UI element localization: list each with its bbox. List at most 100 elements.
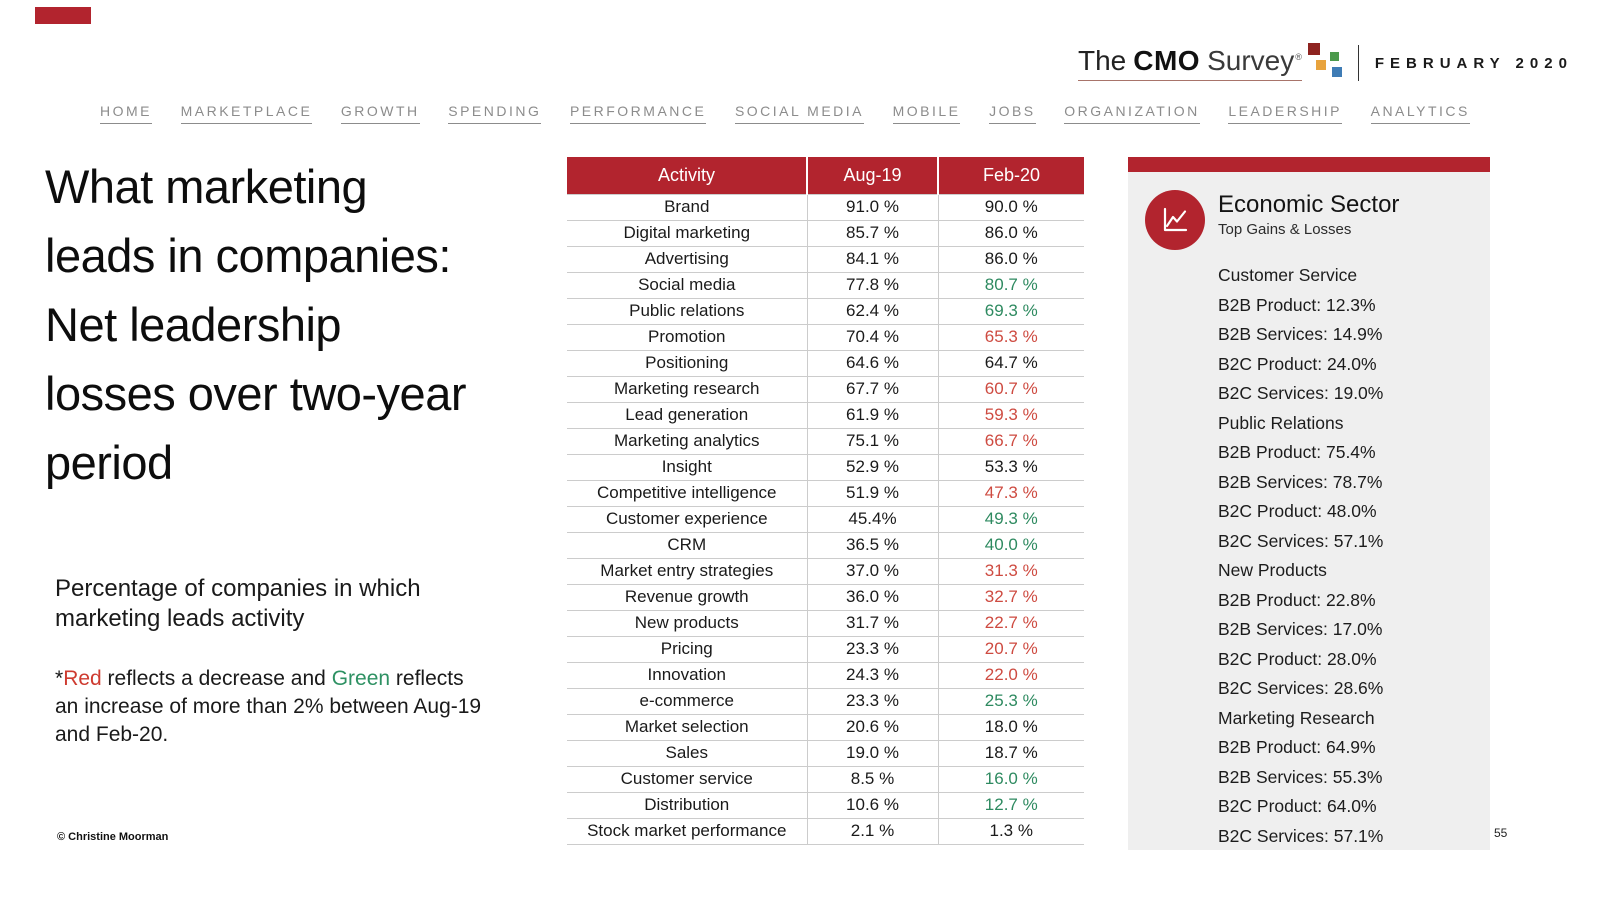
activity-cell: Promotion <box>567 323 807 350</box>
activity-cell: Customer service <box>567 765 807 792</box>
registered-mark: ® <box>1295 51 1302 62</box>
panel-title: Economic Sector <box>1218 191 1400 218</box>
activity-cell: Sales <box>567 739 807 766</box>
logo-square <box>1331 67 1342 77</box>
sector-stat: B2C Product: 48.0% <box>1218 501 1377 521</box>
sector-group-name: Customer Service <box>1218 265 1358 285</box>
table-row: Market entry strategies 37.0 % 31.3 % <box>567 557 1084 584</box>
activity-cell: Market entry strategies <box>567 557 807 584</box>
table-row: Marketing analytics 75.1 % 66.7 % <box>567 427 1084 454</box>
note-red-word: Red <box>63 667 102 690</box>
table-row: Insight 52.9 % 53.3 % <box>567 453 1084 480</box>
activity-cell: Brand <box>567 193 807 220</box>
logo-word-cmo: CMO <box>1133 45 1201 76</box>
feb20-cell: 69.3 % <box>937 297 1084 324</box>
aug19-cell: 91.0 % <box>806 193 938 220</box>
economic-sector-panel: Economic Sector Top Gains & Losses Custo… <box>1128 157 1490 850</box>
aug19-cell: 61.9 % <box>806 401 938 428</box>
nav-link-performance[interactable]: PERFORMANCE <box>569 103 707 124</box>
panel-subtitle: Top Gains & Losses <box>1218 221 1352 238</box>
aug19-cell: 24.3 % <box>806 661 938 688</box>
sector-stat: B2B Product: 22.8% <box>1218 589 1376 610</box>
feb20-cell: 49.3 % <box>937 505 1084 532</box>
aug19-cell: 64.6 % <box>806 349 938 376</box>
header-activity: Activity <box>567 157 807 194</box>
table-row: Market selection 20.6 % 18.0 % <box>567 713 1084 740</box>
table-row: Sales 19.0 % 18.7 % <box>567 739 1084 766</box>
logo-square <box>1307 43 1320 55</box>
table-row: Revenue growth 36.0 % 32.7 % <box>567 583 1084 610</box>
activity-cell: Stock market performance <box>567 817 807 845</box>
cmo-survey-logo: The CMO Survey® FEBRUARY 2020 <box>1078 42 1573 84</box>
aug19-cell: 75.1 % <box>806 427 938 454</box>
sector-stat: B2B Services: 14.9% <box>1218 324 1383 344</box>
sector-stat: B2B Product: 75.4% <box>1218 442 1376 462</box>
feb20-cell: 1.3 % <box>937 817 1084 845</box>
feb20-cell: 90.0 % <box>937 193 1084 220</box>
sector-stat: B2B Services: 55.3% <box>1218 766 1383 787</box>
aug19-cell: 77.8 % <box>806 271 938 298</box>
activity-table-body: Brand 91.0 % 90.0 % Digital marketing 85.7 %… <box>567 193 1084 845</box>
nav-link-spending[interactable]: SPENDING <box>448 103 542 124</box>
header-feb20: Feb-20 <box>937 157 1084 194</box>
table-row: Public relations 62.4 % 69.3 % <box>567 297 1084 324</box>
edition-date: FEBRUARY 2020 <box>1374 54 1573 72</box>
activity-cell: Social media <box>567 271 807 298</box>
table-row: Digital marketing 85.7 % 86.0 % <box>567 219 1084 246</box>
nav-link-jobs[interactable]: JOBS <box>989 103 1036 124</box>
table-row: Promotion 70.4 % 65.3 % <box>567 323 1084 350</box>
feb20-cell: 20.7 % <box>937 635 1084 662</box>
feb20-cell: 59.3 % <box>937 401 1084 428</box>
nav-link-growth[interactable]: GROWTH <box>340 103 420 124</box>
table-row: Pricing 23.3 % 20.7 % <box>567 635 1084 662</box>
sector-stat: B2C Services: 57.1% <box>1218 530 1384 551</box>
aug19-cell: 62.4 % <box>806 297 938 324</box>
table-row: New products 31.7 % 22.7 % <box>567 609 1084 636</box>
nav-link-organization[interactable]: ORGANIZATION <box>1064 103 1200 124</box>
table-row: Marketing research 67.7 % 60.7 % <box>567 375 1084 402</box>
aug19-cell: 31.7 % <box>806 609 938 636</box>
sector-group-name: Public Relations <box>1218 412 1344 433</box>
activity-cell: e-commerce <box>567 687 807 714</box>
nav-link-social-media[interactable]: SOCIAL MEDIA <box>734 103 864 124</box>
activity-leadership-table: Activity Aug-19 Feb-20 Brand 91.0 % 90.0 %… <box>567 157 1084 845</box>
panel-top-bar <box>1128 157 1490 172</box>
nav-link-analytics[interactable]: ANALYTICS <box>1370 103 1470 124</box>
logo-wordmark: The CMO Survey® <box>1078 45 1302 81</box>
table-row: Stock market performance 2.1 % 1.3 % <box>567 817 1084 845</box>
sector-stat: B2C Services: 57.1% <box>1218 825 1384 846</box>
activity-cell: New products <box>567 609 807 636</box>
logo-squares-icon <box>1307 43 1344 77</box>
activity-cell: Public relations <box>567 297 807 324</box>
line-chart-icon <box>1145 190 1205 250</box>
activity-cell: Revenue growth <box>567 583 807 610</box>
table-row: Brand 91.0 % 90.0 % <box>567 193 1084 220</box>
feb20-cell: 64.7 % <box>937 349 1084 376</box>
feb20-cell: 40.0 % <box>937 531 1084 558</box>
aug19-cell: 23.3 % <box>806 635 938 662</box>
nav-link-marketplace[interactable]: MARKETPLACE <box>180 103 313 124</box>
feb20-cell: 18.7 % <box>937 739 1084 766</box>
activity-cell: Market selection <box>567 713 807 740</box>
nav-link-leadership[interactable]: LEADERSHIP <box>1228 103 1343 124</box>
activity-cell: Distribution <box>567 791 807 818</box>
aug19-cell: 52.9 % <box>806 453 938 480</box>
activity-cell: Insight <box>567 453 807 480</box>
nav-link-home[interactable]: HOME <box>100 103 152 124</box>
activity-cell: Innovation <box>567 661 807 688</box>
activity-cell: Advertising <box>567 245 807 272</box>
logo-square <box>1315 60 1326 70</box>
table-row: Social media 77.8 % 80.7 % <box>567 271 1084 298</box>
table-header-row: Activity Aug-19 Feb-20 <box>567 157 1084 194</box>
sector-stat: B2C Services: 28.6% <box>1218 678 1384 698</box>
sector-stat: B2B Product: 64.9% <box>1218 737 1376 757</box>
logo-word-survey: Survey® <box>1207 45 1302 76</box>
note-star: * <box>55 667 64 690</box>
feb20-cell: 65.3 % <box>937 323 1084 350</box>
activity-cell: Digital marketing <box>567 219 807 246</box>
nav-link-mobile[interactable]: MOBILE <box>892 103 961 124</box>
feb20-cell: 16.0 % <box>937 765 1084 792</box>
aug19-cell: 36.0 % <box>806 583 938 610</box>
note-green-word: Green <box>331 667 391 690</box>
aug19-cell: 37.0 % <box>806 557 938 584</box>
